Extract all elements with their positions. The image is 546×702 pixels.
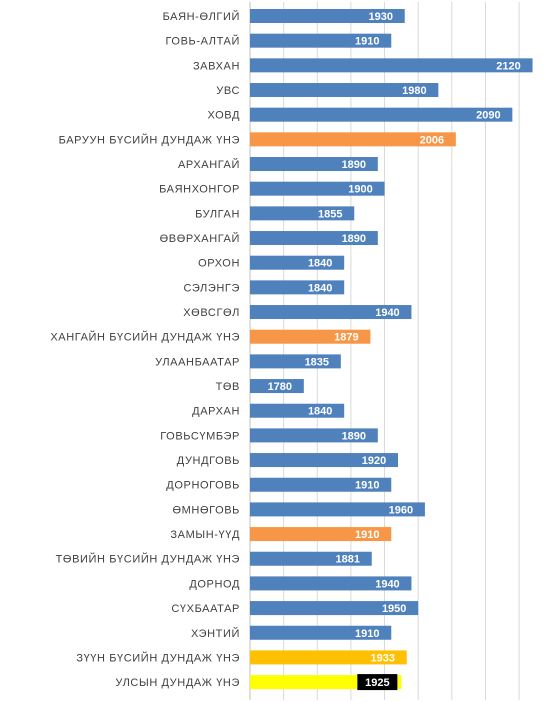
bar [250, 576, 412, 591]
bar [250, 107, 513, 122]
bar [250, 58, 533, 73]
category-label: ГОВЬСҮМБЭР [160, 430, 240, 442]
category-label: ӨВӨРХАНГАЙ [160, 232, 240, 245]
bar [250, 255, 345, 270]
category-label: ДОРНОГОВЬ [166, 480, 240, 492]
value-label: 2120 [496, 60, 520, 72]
chart-gridlines [249, 2, 520, 700]
value-label-box [357, 674, 398, 691]
bar [250, 157, 378, 172]
category-label: СЭЛЭНГЭ [184, 282, 241, 294]
value-label: 1855 [318, 208, 342, 220]
category-label: ХАНГАЙН БҮСИЙН ДУНДАЖ ҮНЭ [50, 331, 240, 344]
category-label: ЗҮҮН БҮСИЙН ДУНДАЖ ҮНЭ [76, 651, 240, 664]
category-label: УЛААНБААТАР [155, 356, 240, 368]
value-label: 1900 [348, 184, 372, 196]
category-label: ОРХОН [198, 258, 240, 270]
bar [250, 502, 425, 517]
value-label: 1960 [389, 504, 413, 516]
bar [250, 625, 392, 640]
category-label: ХӨВСГӨЛ [183, 307, 240, 319]
category-label: УЛСЫН ДУНДАЖ ҮНЭ [115, 677, 240, 689]
category-label: ЗАМЫН-ҮҮД [170, 529, 240, 541]
value-label: 1890 [342, 159, 366, 171]
category-label: БАЯНХОНГОР [159, 184, 240, 196]
value-label: 1925 [365, 677, 389, 689]
bar [250, 551, 372, 566]
bar [250, 181, 385, 196]
category-label: БАРУУН БҮСИЙН ДУНДАЖ ҮНЭ [59, 133, 240, 146]
category-labels: БАЯН-ӨЛГИЙ ГОВЬ-АЛТАЙ ЗАВХАН УВС ХОВД БАРУУН … [50, 10, 241, 689]
bar [250, 33, 392, 48]
category-label: ТӨВИЙН БҮСИЙН ДУНДАЖ ҮНЭ [56, 553, 240, 566]
chart-bars [250, 9, 533, 690]
value-label: 1933 [371, 652, 395, 664]
value-label: 1940 [375, 578, 399, 590]
category-label: СҮХБААТАР [171, 603, 240, 615]
bar [250, 132, 456, 147]
bar [250, 650, 407, 665]
category-label: ӨМНӨГОВЬ [173, 504, 240, 516]
category-label: БАЯН-ӨЛГИЙ [163, 10, 240, 23]
value-label: 1930 [368, 11, 392, 23]
category-label: БУЛГАН [195, 208, 240, 220]
value-label: 1910 [355, 480, 379, 492]
value-labels: 1930 1910 2120 1980 2090 2006 1890 1900 1855 1890… [268, 11, 521, 691]
value-label: 1940 [375, 307, 399, 319]
value-label: 1920 [362, 455, 386, 467]
value-label: 1910 [355, 529, 379, 541]
category-label: ДОРНОД [189, 578, 240, 590]
value-label: 1950 [382, 603, 406, 615]
bar [250, 428, 378, 443]
category-label: ЗАВХАН [193, 60, 240, 72]
value-label: 1910 [355, 36, 379, 48]
value-label: 2090 [476, 110, 500, 122]
value-label: 1780 [268, 381, 292, 393]
bar [250, 527, 392, 542]
bar [250, 231, 378, 246]
bar [250, 9, 405, 23]
category-label: ДАРХАН [192, 406, 240, 418]
category-label: ДУНДГОВЬ [177, 455, 240, 467]
value-label: 1879 [334, 332, 358, 344]
value-label: 2006 [420, 134, 444, 146]
value-label: 1840 [308, 406, 332, 418]
value-label: 1980 [402, 85, 426, 97]
bar [250, 305, 412, 320]
bar [250, 206, 355, 221]
bar [250, 83, 439, 98]
bar [250, 280, 345, 295]
bar [250, 477, 392, 492]
value-label: 1890 [342, 233, 366, 245]
bar [250, 453, 398, 468]
category-label: ТӨВ [216, 381, 240, 393]
value-label: 1840 [308, 282, 332, 294]
bar [250, 354, 341, 369]
bar [250, 329, 371, 344]
bar [250, 379, 304, 394]
value-label: 1910 [355, 628, 379, 640]
value-label: 1890 [342, 430, 366, 442]
category-label: УВС [216, 85, 240, 97]
value-label: 1835 [305, 356, 329, 368]
category-label: ХОВД [208, 110, 240, 122]
category-label: ГОВЬ-АЛТАЙ [165, 35, 240, 48]
category-label: ХЭНТИЙ [191, 627, 240, 640]
bar [250, 403, 345, 418]
category-label: АРХАНГАЙ [178, 158, 240, 171]
bar [250, 601, 419, 616]
value-label: 1881 [336, 554, 360, 566]
value-label: 1840 [308, 258, 332, 270]
